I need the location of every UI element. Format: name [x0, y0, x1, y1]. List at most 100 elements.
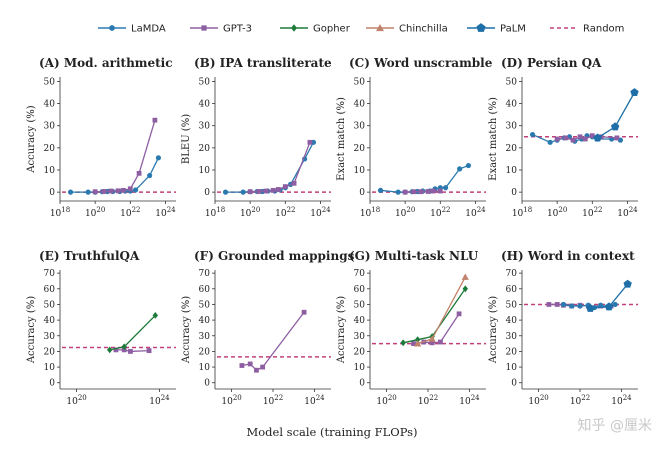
series-chinchilla — [414, 273, 469, 347]
panel-f-grounded-mappings: (F) Grounded mappings0102030405060701020… — [181, 249, 355, 407]
y-tick-label: 0 — [49, 379, 55, 389]
y-tick-label: 30 — [354, 122, 366, 132]
data-point-gpt-3 — [282, 184, 288, 190]
legend-label-palm: PaLM — [500, 24, 526, 35]
series-line-gopher — [403, 288, 466, 344]
x-tick-label: 1022 — [430, 206, 450, 219]
panel-title: (E) TruthfulQA — [39, 249, 140, 263]
data-point-gpt-3 — [307, 139, 313, 145]
y-tick-label: 10 — [354, 166, 366, 176]
data-point-gpt-3 — [570, 137, 576, 143]
x-tick-label: 1024 — [304, 394, 325, 407]
y-tick-label: 50 — [506, 300, 518, 310]
data-point-gpt-3 — [254, 367, 259, 373]
series-palm — [586, 279, 632, 312]
series-lamda — [222, 139, 317, 195]
y-tick-label: 70 — [354, 269, 366, 279]
series-line-palm — [597, 92, 636, 139]
panel-title: (A) Mod. arithmetic — [39, 56, 173, 70]
data-point-gpt-3 — [425, 189, 431, 194]
series-line-lamda — [70, 157, 160, 193]
x-tick-label: 1018 — [205, 206, 225, 219]
data-point-lamda — [560, 301, 567, 308]
data-point-palm — [610, 122, 620, 131]
x-tick-label: 1022 — [275, 206, 295, 219]
data-point-lamda — [457, 166, 463, 172]
y-tick-label: 50 — [44, 300, 56, 310]
data-point-palm — [623, 279, 632, 288]
x-tick-label: 1018 — [360, 206, 380, 219]
y-tick-label: 0 — [511, 379, 517, 389]
y-tick-label: 0 — [359, 379, 365, 389]
x-tick-label: 1024 — [155, 206, 176, 219]
y-tick-label: 10 — [44, 363, 56, 373]
watermark: 知乎 @厘米 — [578, 417, 652, 434]
data-point-lamda — [577, 303, 583, 309]
y-tick-label: 40 — [44, 316, 56, 326]
data-point-gpt-3 — [589, 133, 595, 139]
y-tick-label: 50 — [199, 77, 211, 87]
y-tick-label: 30 — [44, 122, 56, 132]
legend-item-lamda: LaMDA — [98, 24, 166, 35]
y-tick-label: 60 — [354, 285, 366, 295]
y-axis-label: BLEU (%) — [181, 114, 192, 164]
data-point-gpt-3 — [247, 361, 253, 367]
data-point-gpt-3 — [152, 117, 158, 123]
x-tick-label: 1022 — [263, 394, 283, 407]
data-point-gpt-3 — [582, 136, 588, 142]
data-point-gpt-3 — [120, 187, 126, 193]
y-tick-label: 20 — [354, 144, 366, 154]
x-tick-label: 1024 — [465, 206, 486, 219]
data-point-gpt-3 — [411, 189, 417, 195]
y-tick-label: 50 — [199, 300, 211, 310]
x-tick-label: 1020 — [85, 206, 105, 219]
data-point-lamda — [132, 187, 139, 193]
data-point-gpt-3 — [136, 170, 142, 176]
legend-marker-palm — [476, 23, 486, 32]
data-point-gopher — [462, 285, 469, 293]
data-point-gpt-3 — [291, 180, 297, 186]
y-tick-label: 40 — [199, 100, 211, 110]
y-axis-label: Accuracy (%) — [336, 296, 347, 364]
data-point-gpt-3 — [260, 364, 266, 370]
y-axis-label: Exact match (%) — [336, 97, 347, 181]
data-point-gopher — [121, 343, 127, 351]
series-lamda — [377, 162, 472, 195]
data-point-gpt-3 — [275, 187, 281, 192]
data-point-lamda — [155, 155, 162, 161]
series-line-gpt-3 — [95, 119, 156, 193]
series-gpt-3 — [402, 188, 443, 195]
data-point-gpt-3 — [614, 135, 620, 141]
y-tick-label: 60 — [506, 285, 518, 295]
data-point-gopher — [414, 336, 421, 344]
data-point-lamda — [377, 187, 384, 193]
y-tick-label: 20 — [506, 144, 518, 154]
data-point-gpt-3 — [146, 348, 152, 354]
x-tick-label: 1020 — [547, 206, 567, 219]
data-point-gpt-3 — [430, 188, 436, 194]
x-tick-label: 1024 — [459, 394, 480, 407]
y-tick-label: 10 — [354, 363, 366, 373]
y-tick-label: 50 — [354, 77, 366, 87]
series-gpt-3 — [239, 309, 307, 373]
data-point-gpt-3 — [113, 347, 119, 353]
y-axis-label: Exact match (%) — [488, 97, 499, 181]
data-point-palm — [630, 88, 639, 97]
legend-item-palm: PaLM — [467, 23, 526, 35]
series-line-gpt-3 — [241, 311, 305, 372]
data-point-lamda — [612, 301, 618, 308]
legend-item-random: Random — [550, 24, 624, 35]
data-point-gpt-3 — [456, 311, 462, 317]
data-point-gpt-3 — [402, 189, 408, 195]
x-axis-caption: Model scale (training FLOPs) — [246, 425, 417, 439]
data-point-lamda — [529, 131, 536, 138]
legend-marker-gopher — [291, 24, 297, 32]
data-point-lamda — [395, 189, 401, 195]
y-tick-label: 40 — [199, 316, 211, 326]
data-point-gpt-3 — [263, 188, 269, 194]
series-lamda — [67, 155, 162, 195]
